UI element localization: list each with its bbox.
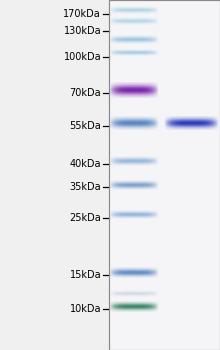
- Text: 130kDa: 130kDa: [64, 26, 101, 36]
- Text: 55kDa: 55kDa: [70, 121, 101, 131]
- Text: 15kDa: 15kDa: [70, 270, 101, 280]
- Text: 25kDa: 25kDa: [70, 213, 101, 223]
- Text: 100kDa: 100kDa: [64, 52, 101, 62]
- Text: 70kDa: 70kDa: [70, 88, 101, 98]
- Text: 170kDa: 170kDa: [63, 9, 101, 19]
- Text: 10kDa: 10kDa: [70, 304, 101, 314]
- Bar: [109, 0, 220, 350]
- Text: 40kDa: 40kDa: [70, 159, 101, 169]
- Bar: [109, 0, 220, 350]
- Text: 35kDa: 35kDa: [70, 182, 101, 192]
